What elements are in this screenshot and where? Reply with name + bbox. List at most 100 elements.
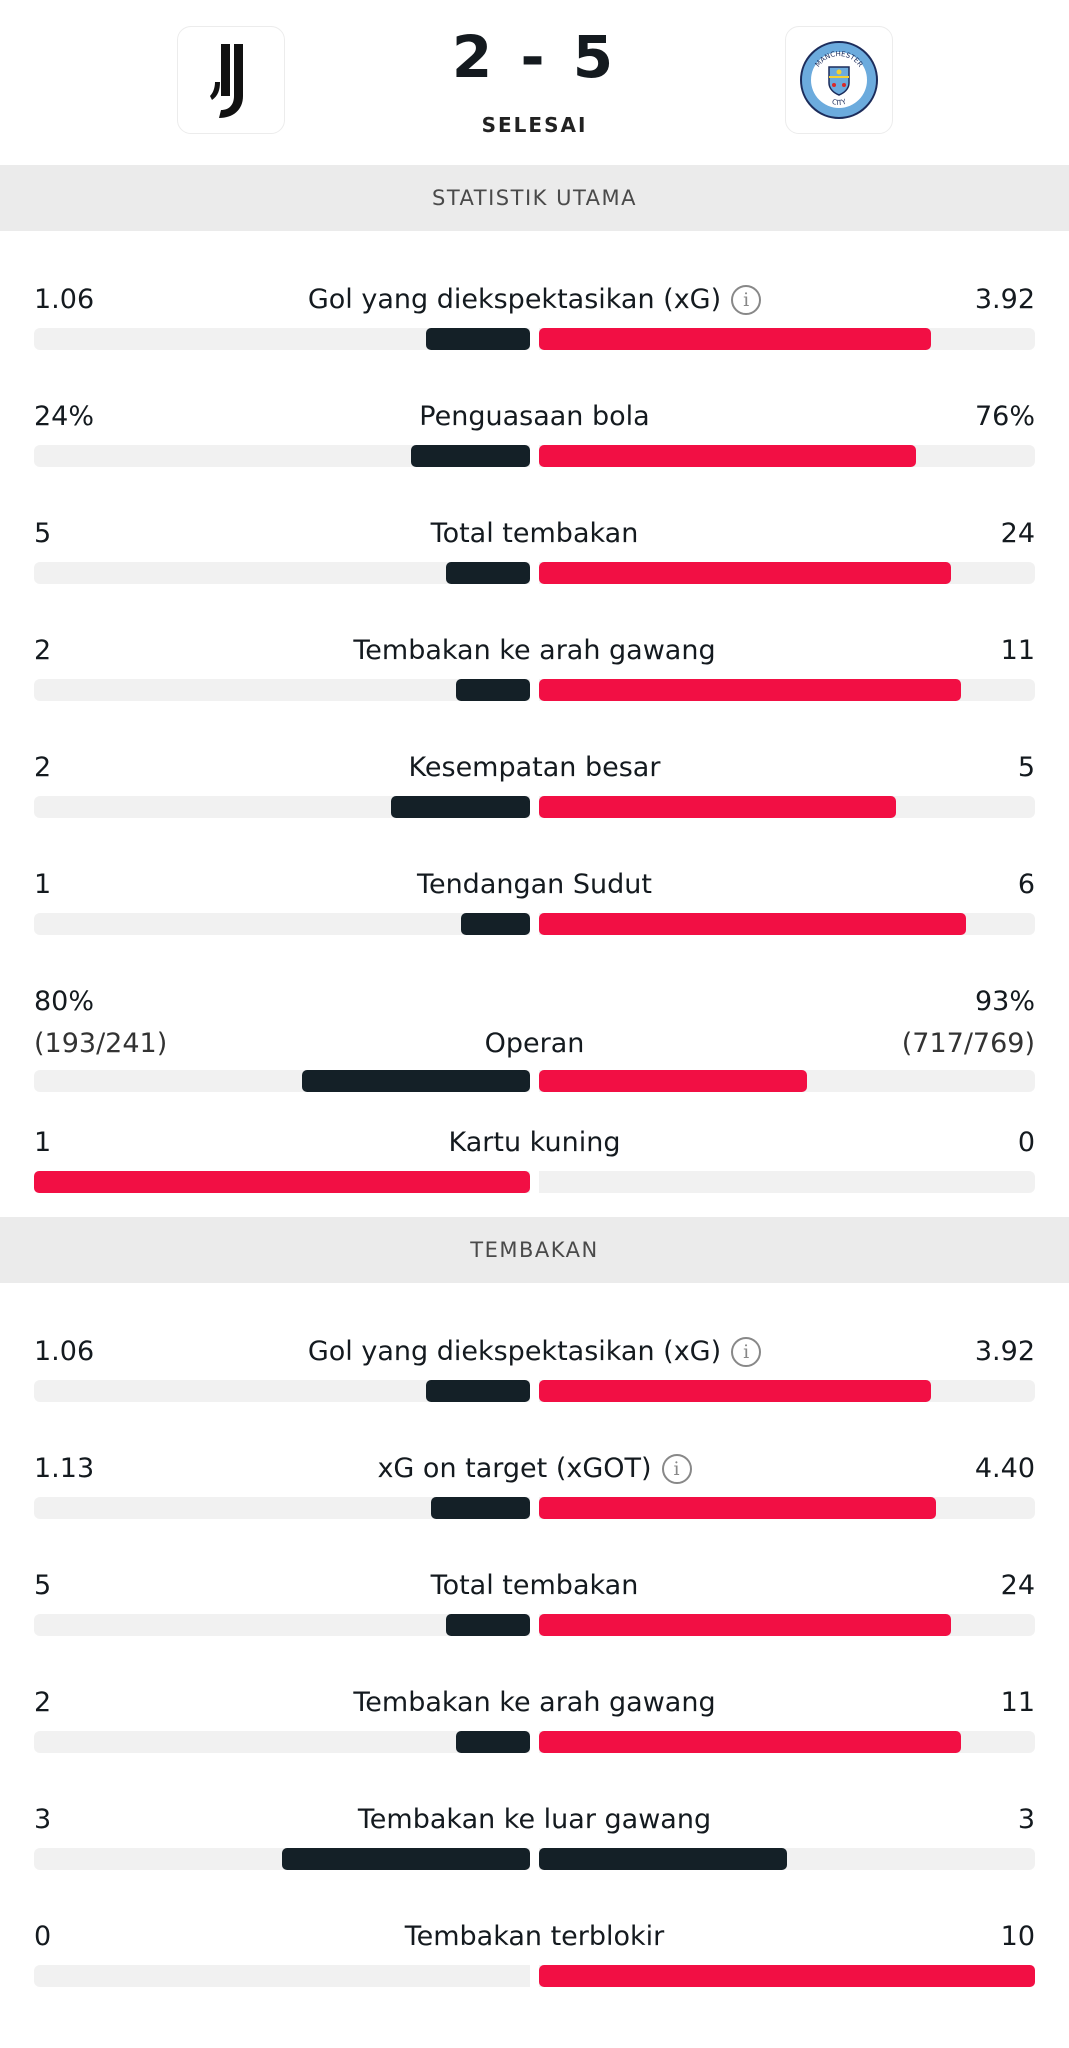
away-bar-fill — [539, 1070, 807, 1092]
stat-row[interactable]: 1.13 4.40 xG on target (xGOT) i — [34, 1426, 1035, 1543]
home-value: 1 — [34, 1127, 52, 1158]
stat-row[interactable]: 2 11 Tembakan ke arah gawang — [34, 1660, 1035, 1777]
away-bar-fill — [539, 1848, 787, 1870]
comparison-bar — [34, 562, 1035, 584]
stat-row[interactable]: 0 10 Tembakan terblokir — [34, 1894, 1035, 2011]
section-header: STATISTIK UTAMA — [0, 165, 1069, 231]
comparison-bar — [34, 1497, 1035, 1519]
stat-row[interactable]: 5 24 Total tembakan — [34, 1543, 1035, 1660]
away-value: 10 — [1000, 1921, 1035, 1952]
stat-label: Gol yang diekspektasikan (xG) i — [34, 281, 1035, 319]
stat-label-text: Tembakan ke arah gawang — [353, 1687, 716, 1718]
stat-label-text: Tembakan terblokir — [404, 1921, 665, 1952]
match-header: 2 - 5 SELESAI MANCHESTER CITY — [0, 0, 1069, 165]
stat-label-text: Tembakan ke luar gawang — [357, 1804, 712, 1835]
stat-label-text: Tembakan ke arah gawang — [353, 635, 716, 666]
away-value: 3.92 — [974, 1336, 1035, 1367]
stat-row[interactable]: 3 3 Tembakan ke luar gawang — [34, 1777, 1035, 1894]
stat-label: Tembakan ke arah gawang — [34, 1684, 1035, 1722]
stat-label-text: Gol yang diekspektasikan (xG) — [307, 284, 722, 315]
comparison-bar — [34, 913, 1035, 935]
stat-row[interactable]: 5 24 Total tembakan — [34, 491, 1035, 608]
stat-label: Total tembakan — [34, 1567, 1035, 1605]
away-bar-fill — [539, 1614, 951, 1636]
stat-row[interactable]: 2 5 Kesempatan besar — [34, 725, 1035, 842]
info-icon[interactable]: i — [731, 1337, 762, 1367]
stats-list: 1.06 3.92 Gol yang diekspektasikan (xG) i 24… — [0, 231, 1069, 1217]
comparison-bar — [34, 1171, 1035, 1193]
stats-container: STATISTIK UTAMA 1.06 3.92 Gol yang diekspek… — [0, 165, 1069, 2011]
stat-label-text: Kesempatan besar — [408, 752, 661, 783]
home-bar-fill — [456, 1731, 530, 1753]
home-bar-track — [34, 445, 530, 467]
info-icon[interactable]: i — [661, 1454, 692, 1484]
home-value: 5 — [34, 518, 52, 549]
away-bar-fill — [539, 445, 916, 467]
home-bar-track — [34, 1731, 530, 1753]
away-bar-fill — [539, 796, 896, 818]
away-value: 0 — [1017, 1127, 1035, 1158]
away-sub-value: (717/769) — [901, 1028, 1035, 1059]
home-bar-fill — [426, 1380, 530, 1402]
comparison-bar — [34, 445, 1035, 467]
comparison-bar — [34, 1070, 1035, 1092]
comparison-bar — [34, 1848, 1035, 1870]
comparison-bar — [34, 1380, 1035, 1402]
away-value: 5 — [1017, 752, 1035, 783]
home-value: 80% — [34, 986, 95, 1017]
away-bar-fill — [539, 679, 961, 701]
section-header: TEMBAKAN — [0, 1217, 1069, 1283]
home-bar-track — [34, 328, 530, 350]
stat-label: Penguasaan bola — [34, 398, 1035, 436]
stat-label: Tembakan terblokir — [34, 1918, 1035, 1956]
home-bar-track — [34, 679, 530, 701]
home-value: 0 — [34, 1921, 52, 1952]
match-status: SELESAI — [481, 113, 588, 137]
home-bar-fill — [411, 445, 530, 467]
stat-row[interactable]: 1.06 3.92 Gol yang diekspektasikan (xG) i — [34, 1309, 1035, 1426]
home-bar-fill — [446, 1614, 530, 1636]
svg-text:CITY: CITY — [831, 98, 848, 108]
stat-row[interactable]: 1 6 Tendangan Sudut — [34, 842, 1035, 959]
home-value: 1.06 — [34, 1336, 95, 1367]
away-team-crest[interactable]: MANCHESTER CITY — [785, 26, 893, 134]
away-value: 11 — [1000, 1687, 1035, 1718]
home-bar-track — [34, 562, 530, 584]
home-bar-fill — [446, 562, 530, 584]
home-team-crest[interactable] — [177, 26, 285, 134]
stat-label: Operan — [34, 1025, 1035, 1063]
stat-label: Total tembakan — [34, 515, 1035, 553]
away-bar-fill — [539, 1380, 931, 1402]
comparison-bar — [34, 1965, 1035, 1987]
stat-row[interactable]: 2 11 Tembakan ke arah gawang — [34, 608, 1035, 725]
home-bar-fill — [302, 1070, 530, 1092]
away-bar-fill — [539, 1497, 936, 1519]
home-bar-track — [34, 1380, 530, 1402]
home-value: 2 — [34, 1687, 52, 1718]
stat-label: Tembakan ke luar gawang — [34, 1801, 1035, 1839]
away-bar-fill — [539, 1965, 1035, 1987]
info-icon[interactable]: i — [731, 285, 762, 315]
stat-row[interactable]: 1.06 3.92 Gol yang diekspektasikan (xG) i — [34, 257, 1035, 374]
home-bar-track — [34, 1965, 530, 1987]
stat-row[interactable]: 24% 76% Penguasaan bola — [34, 374, 1035, 491]
comparison-bar — [34, 796, 1035, 818]
away-value: 24 — [1000, 1570, 1035, 1601]
comparison-bar — [34, 1731, 1035, 1753]
stat-label-text: Kartu kuning — [448, 1127, 621, 1158]
juventus-crest-icon — [210, 44, 243, 118]
home-value: 1 — [34, 869, 52, 900]
stat-label-text: Tendangan Sudut — [417, 869, 652, 900]
home-bar-fill — [456, 679, 530, 701]
stat-label: Tembakan ke arah gawang — [34, 632, 1035, 670]
home-value: 2 — [34, 752, 52, 783]
stat-label: Gol yang diekspektasikan (xG) i — [34, 1333, 1035, 1371]
stat-row[interactable]: 80% 93% (193/241) (717/769) Operan — [34, 959, 1035, 1100]
away-bar-fill — [539, 328, 931, 350]
stat-label-text: Total tembakan — [430, 518, 639, 549]
home-bar-track — [34, 1614, 530, 1636]
away-value: 11 — [1000, 635, 1035, 666]
away-bar-track — [539, 1171, 1035, 1193]
away-value: 3 — [1017, 1804, 1035, 1835]
stat-row[interactable]: 1 0 Kartu kuning — [34, 1100, 1035, 1217]
